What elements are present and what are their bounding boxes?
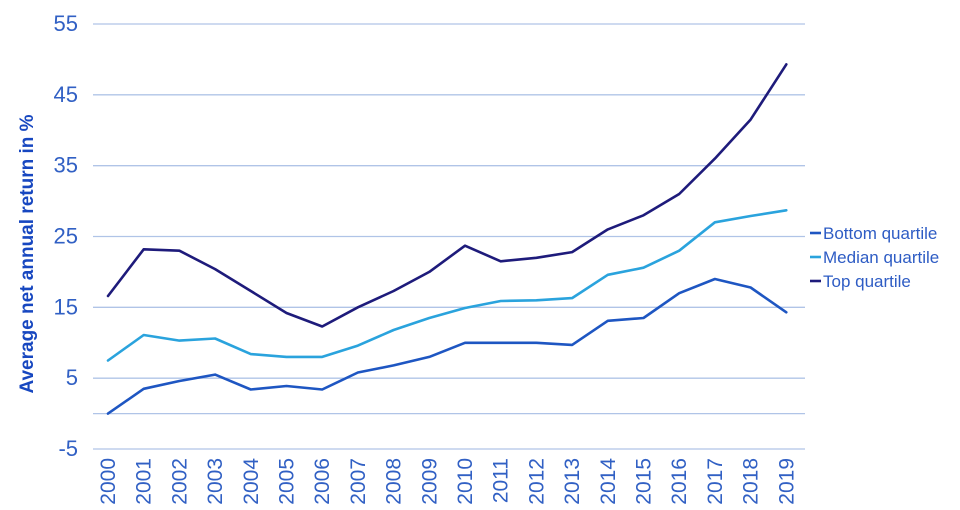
legend-item-top-quartile: Top quartile <box>810 272 911 291</box>
y-tick-labels-group: 55 45 35 25 15 5 -5 <box>54 11 78 461</box>
series-line-median-quartile <box>106 209 788 362</box>
y-tick-label: 45 <box>54 82 78 107</box>
legend-label: Top quartile <box>823 272 911 291</box>
series-line-bottom-quartile <box>106 277 788 415</box>
x-tick-label: 2014 <box>597 458 620 505</box>
legend-item-median-quartile: Median quartile <box>810 248 939 267</box>
x-tick-label: 2019 <box>775 458 798 505</box>
y-tick-label: 5 <box>66 365 78 390</box>
x-tick-label: 2015 <box>633 458 656 505</box>
legend-group: Bottom quartile Median quartile Top quarti… <box>810 224 939 291</box>
x-tick-label: 2018 <box>740 458 763 505</box>
x-tick-label: 2013 <box>561 458 584 505</box>
x-tick-label: 2008 <box>383 458 406 505</box>
y-tick-label: 15 <box>54 294 78 319</box>
y-tick-label: -5 <box>58 436 78 461</box>
x-tick-label: 2005 <box>276 458 299 505</box>
y-tick-label: 55 <box>54 11 78 36</box>
series-line-top-quartile <box>106 63 788 328</box>
x-tick-label: 2003 <box>204 458 227 505</box>
legend-label: Median quartile <box>823 248 939 267</box>
y-tick-label: 25 <box>54 224 78 249</box>
x-tick-label: 2002 <box>168 458 191 505</box>
x-tick-label: 2012 <box>525 458 548 505</box>
x-tick-label: 2009 <box>418 458 441 505</box>
x-tick-label: 2006 <box>311 458 334 505</box>
x-tick-label: 2000 <box>97 458 120 505</box>
x-tick-labels-group: 2000 2001 2002 2003 2004 2005 2006 2007 2008 2009… <box>97 458 798 505</box>
legend-item-bottom-quartile: Bottom quartile <box>810 224 937 243</box>
y-tick-label: 35 <box>54 153 78 178</box>
gridlines-group <box>93 23 805 450</box>
x-tick-label: 2007 <box>347 458 370 505</box>
x-tick-label: 2017 <box>704 458 727 505</box>
x-tick-label: 2011 <box>490 458 513 503</box>
x-tick-label: 2004 <box>240 458 263 505</box>
x-tick-label: 2016 <box>668 458 691 505</box>
legend-label: Bottom quartile <box>823 224 937 243</box>
x-tick-label: 2010 <box>454 458 477 505</box>
series-lines-group <box>106 63 788 415</box>
y-axis-title: Average net annual return in % <box>17 114 38 393</box>
x-tick-label: 2001 <box>133 458 156 505</box>
